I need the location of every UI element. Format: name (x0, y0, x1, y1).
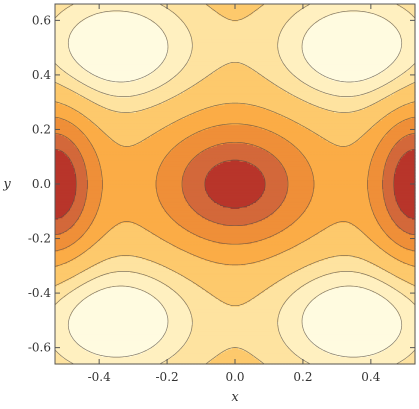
contour-fills (55, 4, 416, 365)
